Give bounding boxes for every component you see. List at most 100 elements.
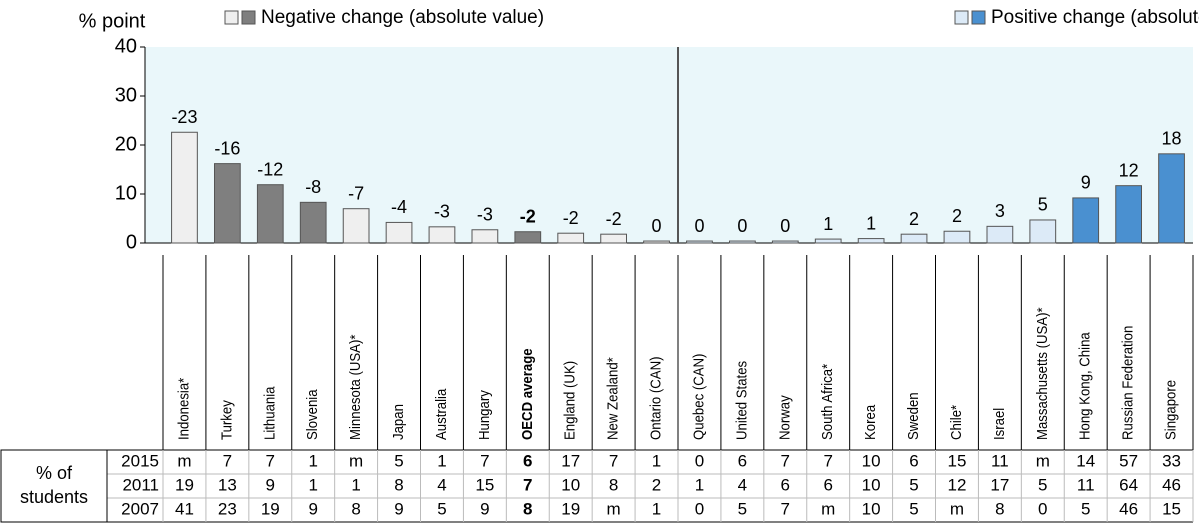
table-cell: 5 bbox=[437, 499, 446, 518]
data-label: -7 bbox=[348, 183, 364, 203]
data-label: -2 bbox=[606, 209, 622, 229]
y-tick-label: 10 bbox=[115, 182, 137, 204]
table-cell: 4 bbox=[738, 475, 747, 494]
table-cell: 11 bbox=[1077, 475, 1095, 494]
table-cell: 6 bbox=[823, 475, 832, 494]
legend-label: Positive change (absolute value) bbox=[991, 7, 1199, 28]
table-year: 2007 bbox=[121, 499, 159, 518]
table-cell: 15 bbox=[947, 451, 966, 470]
table-cell: 9 bbox=[394, 499, 403, 518]
x-tick-label: Quebec (CAN) bbox=[690, 354, 707, 440]
table-cell: 11 bbox=[991, 451, 1009, 470]
table-cell: 7 bbox=[781, 451, 790, 470]
table-year: 2015 bbox=[121, 451, 159, 470]
table-cell: 5 bbox=[909, 475, 918, 494]
x-tick-label: Australia bbox=[432, 389, 449, 440]
table-cell: m bbox=[607, 499, 621, 518]
table-cell: 10 bbox=[862, 499, 881, 518]
data-label: -3 bbox=[477, 205, 493, 225]
table-cell: 8 bbox=[609, 475, 618, 494]
y-tick-label: 30 bbox=[115, 84, 137, 106]
table-cell: 7 bbox=[609, 451, 618, 470]
table-cell: 1 bbox=[652, 499, 661, 518]
data-label: 5 bbox=[1038, 195, 1048, 215]
table-cell: 5 bbox=[1038, 475, 1047, 494]
bar bbox=[514, 231, 542, 244]
data-label: 0 bbox=[780, 216, 790, 236]
x-tick-label: Hungary bbox=[475, 389, 492, 440]
data-label: 0 bbox=[737, 216, 747, 236]
bar bbox=[643, 240, 670, 244]
table-cell: 7 bbox=[480, 451, 489, 470]
x-tick-label: Hong Kong, China bbox=[1076, 332, 1093, 440]
x-tick-label: South Africa* bbox=[818, 363, 835, 440]
table-cell: 5 bbox=[394, 451, 403, 470]
table-cell: 1 bbox=[695, 475, 704, 494]
x-tick-label: Indonesia* bbox=[175, 377, 192, 440]
bar bbox=[814, 238, 842, 244]
x-tick-label: Norway bbox=[775, 394, 792, 440]
table-cell: 17 bbox=[561, 451, 580, 470]
table-cell: 1 bbox=[308, 451, 317, 470]
data-label: 3 bbox=[995, 201, 1005, 221]
table-cell: 9 bbox=[308, 499, 317, 518]
data-label: -2 bbox=[563, 208, 579, 228]
table-cell: 6 bbox=[738, 451, 747, 470]
bar bbox=[299, 201, 327, 244]
x-tick-label: Japan bbox=[389, 404, 406, 440]
table-cell: 5 bbox=[909, 499, 918, 518]
table-cell: m bbox=[177, 451, 191, 470]
table-cell: 1 bbox=[351, 475, 360, 494]
table-cell: 15 bbox=[1162, 499, 1181, 518]
x-tick-label: Lithuania bbox=[260, 386, 277, 440]
table-cell: 6 bbox=[523, 451, 532, 470]
table-cell: 10 bbox=[862, 475, 881, 494]
table-cell: m bbox=[950, 499, 964, 518]
bar bbox=[729, 240, 756, 244]
x-tick-label: OECD average bbox=[518, 348, 535, 440]
y-tick-label: 20 bbox=[115, 133, 137, 155]
table-cell: 5 bbox=[738, 499, 747, 518]
data-label: 12 bbox=[1119, 160, 1139, 180]
x-tick-label: Slovenia bbox=[303, 389, 320, 440]
table-cell: m bbox=[821, 499, 835, 518]
data-label: -16 bbox=[214, 138, 240, 158]
x-tick-label: Singapore bbox=[1162, 380, 1179, 440]
table-cell: 9 bbox=[480, 499, 489, 518]
table-cell: m bbox=[1036, 451, 1050, 470]
x-tick-label: United States bbox=[733, 361, 750, 440]
bar bbox=[1029, 219, 1057, 244]
bar bbox=[171, 131, 198, 244]
table-cell: 5 bbox=[1081, 499, 1090, 518]
bar bbox=[342, 208, 370, 244]
table-cell: 2 bbox=[652, 475, 661, 494]
table-cell: 4 bbox=[437, 475, 446, 494]
bar bbox=[943, 230, 971, 244]
table-cell: 7 bbox=[823, 451, 832, 470]
y-tick-label: 0 bbox=[126, 231, 137, 253]
data-label: 9 bbox=[1081, 173, 1091, 193]
table-cell: 10 bbox=[862, 451, 881, 470]
table-row-header: % of students bbox=[20, 463, 88, 507]
table-cell: 7 bbox=[523, 475, 532, 494]
bar bbox=[385, 221, 413, 244]
table-cell: 8 bbox=[351, 499, 360, 518]
legend-label: Negative change (absolute value) bbox=[261, 7, 544, 28]
table-cell: 64 bbox=[1119, 475, 1138, 494]
table-cell: 1 bbox=[652, 451, 661, 470]
bar bbox=[900, 233, 928, 244]
x-tick-label: England (UK) bbox=[561, 361, 578, 440]
bar bbox=[771, 240, 799, 244]
table-cell: 41 bbox=[175, 499, 194, 518]
bar bbox=[471, 229, 499, 244]
data-label: 2 bbox=[909, 209, 919, 229]
data-label: -4 bbox=[391, 197, 407, 217]
legend-swatch bbox=[954, 10, 969, 25]
table-cell: 8 bbox=[523, 499, 532, 518]
table-cell: 19 bbox=[261, 499, 280, 518]
x-tick-label: New Zealand* bbox=[604, 357, 621, 440]
data-label: -8 bbox=[305, 177, 321, 197]
table-cell: 6 bbox=[909, 451, 918, 470]
table-cell: 57 bbox=[1119, 451, 1138, 470]
